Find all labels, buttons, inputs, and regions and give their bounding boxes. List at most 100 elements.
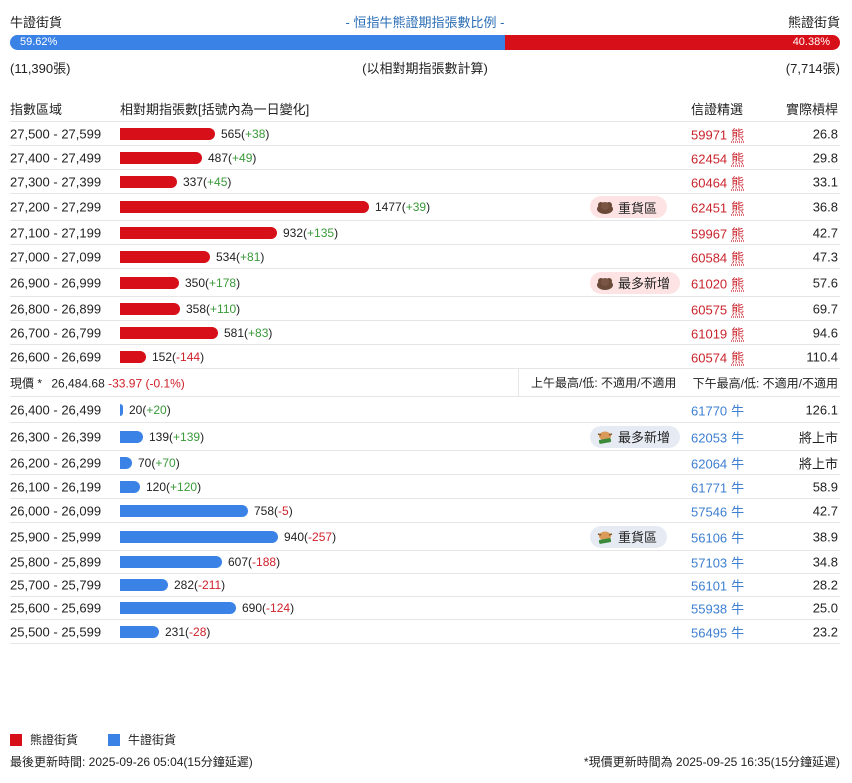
table-row: 26,400 - 26,499 20(+20) 61770 牛 126.1 <box>10 397 840 423</box>
warrant-code[interactable]: 60575 <box>691 302 728 317</box>
contracts-bar-cell: 940(-257) <box>120 530 336 544</box>
warrant-code[interactable]: 55938 <box>691 601 728 617</box>
warrant-code[interactable]: 61770 <box>691 403 728 418</box>
warrant-link[interactable]: 62451 熊 <box>691 198 744 217</box>
contracts-bar-cell: 565(+38) <box>120 127 269 141</box>
daily-change: +70 <box>155 455 176 470</box>
warrant-link[interactable]: 56101 牛 <box>691 576 744 595</box>
daily-change: -188 <box>252 555 277 569</box>
warrant-link[interactable]: 60464 熊 <box>691 172 744 191</box>
contracts-bar-cell: 120(+120) <box>120 480 201 494</box>
daily-change: -211 <box>198 578 222 592</box>
warrant-link[interactable]: 62064 牛 <box>691 453 744 472</box>
contracts-value: 358(+110) <box>186 301 241 316</box>
bull-bar <box>120 556 222 568</box>
contracts-value: 487(+49) <box>208 150 257 165</box>
bull-bar <box>120 579 168 591</box>
table-row: 25,600 - 25,699 690(-124) 55938 牛 25.0 <box>10 597 840 620</box>
contracts-bar-cell: 932(+135) <box>120 226 338 240</box>
bear-bar <box>120 350 146 363</box>
table-row: 25,900 - 25,999 940(-257) 重貨區 56106 牛 38.9 <box>10 523 840 551</box>
warrant-link[interactable]: 61019 熊 <box>691 323 744 342</box>
table-row: 27,200 - 27,299 1477(+39) 重貨區 62451 熊 36.8 <box>10 194 840 221</box>
warrant-link[interactable]: 62454 熊 <box>691 148 744 167</box>
warrant-code[interactable]: 62053 <box>691 430 728 445</box>
warrant-code[interactable]: 60574 <box>691 350 728 365</box>
contracts-bar-cell: 690(-124) <box>120 601 294 615</box>
bear-bar <box>120 276 179 289</box>
badge-label: 重貨區 <box>618 530 658 545</box>
warrant-code[interactable]: 56106 <box>691 530 728 545</box>
contracts-count: 487 <box>208 150 229 165</box>
warrant-link[interactable]: 60574 熊 <box>691 347 744 366</box>
effective-leverage: 57.6 <box>812 275 838 290</box>
warrant-code[interactable]: 61771 <box>691 480 728 495</box>
effective-leverage: 34.8 <box>812 554 838 570</box>
effective-leverage: 將上市 <box>798 430 838 445</box>
warrant-link[interactable]: 61771 牛 <box>691 477 744 496</box>
warrant-code[interactable]: 59971 <box>691 127 728 142</box>
daily-change: +39 <box>405 200 427 214</box>
table-row: 26,000 - 26,099 758(-5) 57546 牛 42.7 <box>10 499 840 523</box>
warrant-link[interactable]: 57103 牛 <box>691 553 744 572</box>
warrant-link[interactable]: 57546 牛 <box>691 501 744 520</box>
warrant-link[interactable]: 60584 熊 <box>691 247 744 266</box>
warrant-link[interactable]: 55938 牛 <box>691 599 744 618</box>
index-range: 27,200 - 27,299 <box>10 199 102 215</box>
warrant-type: 牛 <box>731 403 745 418</box>
contracts-count: 337 <box>183 174 204 189</box>
warrant-code[interactable]: 60584 <box>691 250 728 265</box>
warrant-link[interactable]: 59967 熊 <box>691 223 744 242</box>
contracts-count: 152 <box>152 349 173 364</box>
contracts-value: 231(-28) <box>165 624 211 639</box>
badge-label: 最多新增 <box>618 276 671 291</box>
warrant-code[interactable]: 59967 <box>691 226 728 241</box>
warrant-type: 牛 <box>731 456 745 471</box>
bull-bar <box>120 456 132 469</box>
contracts-count: 358 <box>186 301 207 316</box>
column-header-warrant: 信證精選 <box>691 102 744 117</box>
warrant-link[interactable]: 62053 牛 <box>691 427 744 446</box>
warrant-code[interactable]: 62064 <box>691 456 728 471</box>
effective-leverage: 28.2 <box>812 577 838 593</box>
warrant-code[interactable]: 56495 <box>691 625 728 640</box>
bear-bar <box>120 175 177 188</box>
contracts-count: 350 <box>185 275 206 290</box>
current-price-value: 26,484.68 <box>51 376 105 390</box>
daily-change: +83 <box>248 325 269 340</box>
warrant-link[interactable]: 61770 牛 <box>691 400 744 419</box>
warrant-code[interactable]: 62451 <box>691 200 728 216</box>
contracts-bar-cell: 350(+178) <box>120 276 240 290</box>
warrant-type: 牛 <box>731 504 745 519</box>
page-title: - 恒指牛熊證期指張數比例 - <box>345 15 505 30</box>
contracts-value: 1477(+39) <box>375 200 431 214</box>
warrant-link[interactable]: 61020 熊 <box>691 273 744 292</box>
warrant-code[interactable]: 56101 <box>691 578 728 594</box>
header-labels: 牛證街貨 - 恒指牛熊證期指張數比例 - 熊證街貨 <box>10 12 840 30</box>
contracts-count: 758 <box>254 503 275 518</box>
warrant-code[interactable]: 57103 <box>691 555 728 571</box>
contracts-bar-cell: 534(+81) <box>120 250 264 264</box>
warrant-code[interactable]: 60464 <box>691 175 728 190</box>
warrant-code[interactable]: 57546 <box>691 504 728 519</box>
contracts-value: 690(-124) <box>242 601 295 615</box>
bear-rows: 27,500 - 27,599 565(+38) 59971 熊 26.8 27,400 … <box>10 122 840 369</box>
warrant-code[interactable]: 61019 <box>691 326 728 341</box>
warrant-link[interactable]: 60575 熊 <box>691 299 744 318</box>
contracts-count: 231 <box>165 624 186 639</box>
bull-bar <box>120 504 248 517</box>
bear-highlight-badge: 重貨區 <box>590 196 668 218</box>
bear-bar <box>120 151 202 164</box>
warrant-code[interactable]: 61020 <box>691 276 728 291</box>
warrant-link[interactable]: 59971 熊 <box>691 124 744 143</box>
warrant-link[interactable]: 56495 牛 <box>691 622 744 641</box>
index-range: 25,900 - 25,999 <box>10 529 102 544</box>
legend-item-bear: 熊證街貨 <box>10 731 78 748</box>
effective-leverage: 23.2 <box>812 624 838 639</box>
bull-bar <box>120 403 123 416</box>
warrant-link[interactable]: 56106 牛 <box>691 527 744 546</box>
effective-leverage: 36.8 <box>812 199 838 215</box>
warrant-code[interactable]: 62454 <box>691 151 728 166</box>
contracts-bar-cell: 139(+139) <box>120 430 204 444</box>
daily-change: +81 <box>240 249 261 264</box>
